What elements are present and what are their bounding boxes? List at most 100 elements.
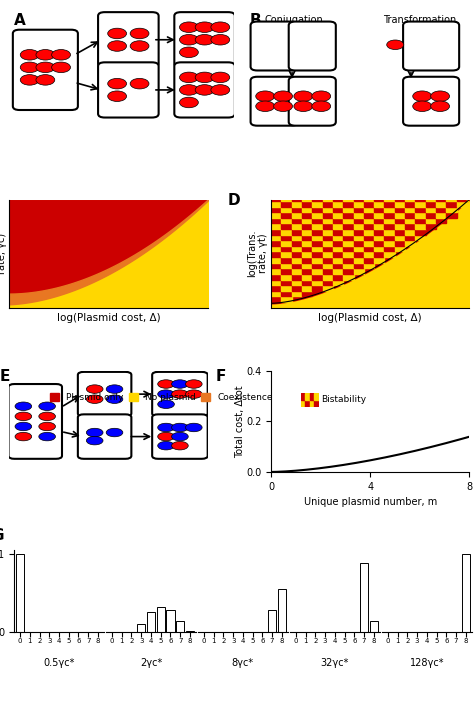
Bar: [282, 224, 292, 229]
Bar: [302, 234, 312, 240]
Bar: [364, 251, 374, 257]
Circle shape: [413, 91, 432, 102]
Circle shape: [106, 428, 123, 437]
Bar: [395, 224, 405, 229]
Bar: [343, 201, 354, 206]
Bar: [364, 229, 374, 234]
Bar: [310, 400, 314, 407]
FancyBboxPatch shape: [13, 30, 78, 110]
Bar: [271, 263, 282, 269]
Bar: [384, 218, 395, 224]
Bar: [374, 234, 384, 240]
Bar: [292, 251, 302, 257]
Text: E: E: [0, 369, 10, 384]
FancyBboxPatch shape: [403, 77, 459, 126]
Bar: [343, 234, 354, 240]
Bar: [282, 285, 292, 291]
Circle shape: [52, 62, 71, 73]
Bar: [292, 201, 302, 206]
Bar: [374, 195, 384, 201]
Bar: [323, 274, 333, 280]
Circle shape: [185, 390, 202, 399]
Bar: [301, 400, 305, 407]
Bar: [354, 195, 364, 201]
Bar: [436, 212, 447, 218]
Bar: [292, 218, 302, 224]
Bar: [343, 224, 354, 229]
Circle shape: [158, 441, 174, 450]
Text: 128γc*: 128γc*: [410, 658, 444, 668]
Circle shape: [180, 47, 198, 57]
Bar: [395, 218, 405, 224]
Bar: [374, 240, 384, 246]
Bar: [302, 257, 312, 263]
Bar: [415, 195, 426, 201]
Circle shape: [158, 400, 174, 409]
Bar: [447, 201, 456, 206]
Bar: [271, 195, 282, 201]
Bar: [374, 246, 384, 251]
Bar: [271, 251, 282, 257]
Bar: [395, 229, 405, 234]
Circle shape: [172, 423, 188, 432]
Circle shape: [20, 75, 39, 85]
Bar: [312, 263, 323, 269]
FancyBboxPatch shape: [174, 62, 235, 118]
X-axis label: log(Plasmid cost, Δ): log(Plasmid cost, Δ): [319, 313, 422, 323]
Bar: [395, 201, 405, 206]
Bar: [312, 224, 323, 229]
Bar: [364, 195, 374, 201]
Bar: [271, 218, 282, 224]
Bar: [333, 212, 343, 218]
FancyBboxPatch shape: [78, 372, 131, 417]
Bar: [312, 212, 323, 218]
Bar: [176, 621, 184, 632]
Bar: [384, 206, 395, 212]
Text: A: A: [14, 13, 26, 28]
Circle shape: [273, 91, 292, 102]
Bar: [374, 201, 384, 206]
Bar: [333, 257, 343, 263]
Bar: [302, 274, 312, 280]
Text: D: D: [228, 193, 240, 208]
Bar: [384, 229, 395, 234]
Bar: [415, 229, 426, 234]
Bar: [323, 206, 333, 212]
Bar: [271, 285, 282, 291]
Circle shape: [180, 22, 198, 33]
Bar: [436, 195, 447, 201]
Bar: [312, 251, 323, 257]
Circle shape: [312, 91, 331, 102]
Bar: [302, 218, 312, 224]
Circle shape: [108, 28, 127, 38]
Bar: [302, 291, 312, 296]
Bar: [343, 269, 354, 274]
Bar: [292, 263, 302, 269]
Circle shape: [108, 78, 127, 89]
Bar: [426, 195, 436, 201]
Text: 8γc*: 8γc*: [232, 658, 254, 668]
Bar: [271, 240, 282, 246]
Bar: [405, 212, 415, 218]
Bar: [268, 610, 276, 632]
Bar: [323, 234, 333, 240]
Bar: [354, 263, 364, 269]
Bar: [405, 218, 415, 224]
Bar: [282, 246, 292, 251]
Bar: [292, 206, 302, 212]
Bar: [374, 218, 384, 224]
Bar: [302, 224, 312, 229]
Bar: [292, 240, 302, 246]
Circle shape: [431, 101, 449, 112]
Bar: [415, 218, 426, 224]
Bar: [312, 257, 323, 263]
Bar: [271, 257, 282, 263]
Bar: [415, 234, 426, 240]
Bar: [302, 212, 312, 218]
Bar: [456, 201, 467, 206]
Circle shape: [172, 432, 188, 441]
Bar: [333, 269, 343, 274]
Bar: [384, 251, 395, 257]
Bar: [333, 240, 343, 246]
Bar: [333, 218, 343, 224]
